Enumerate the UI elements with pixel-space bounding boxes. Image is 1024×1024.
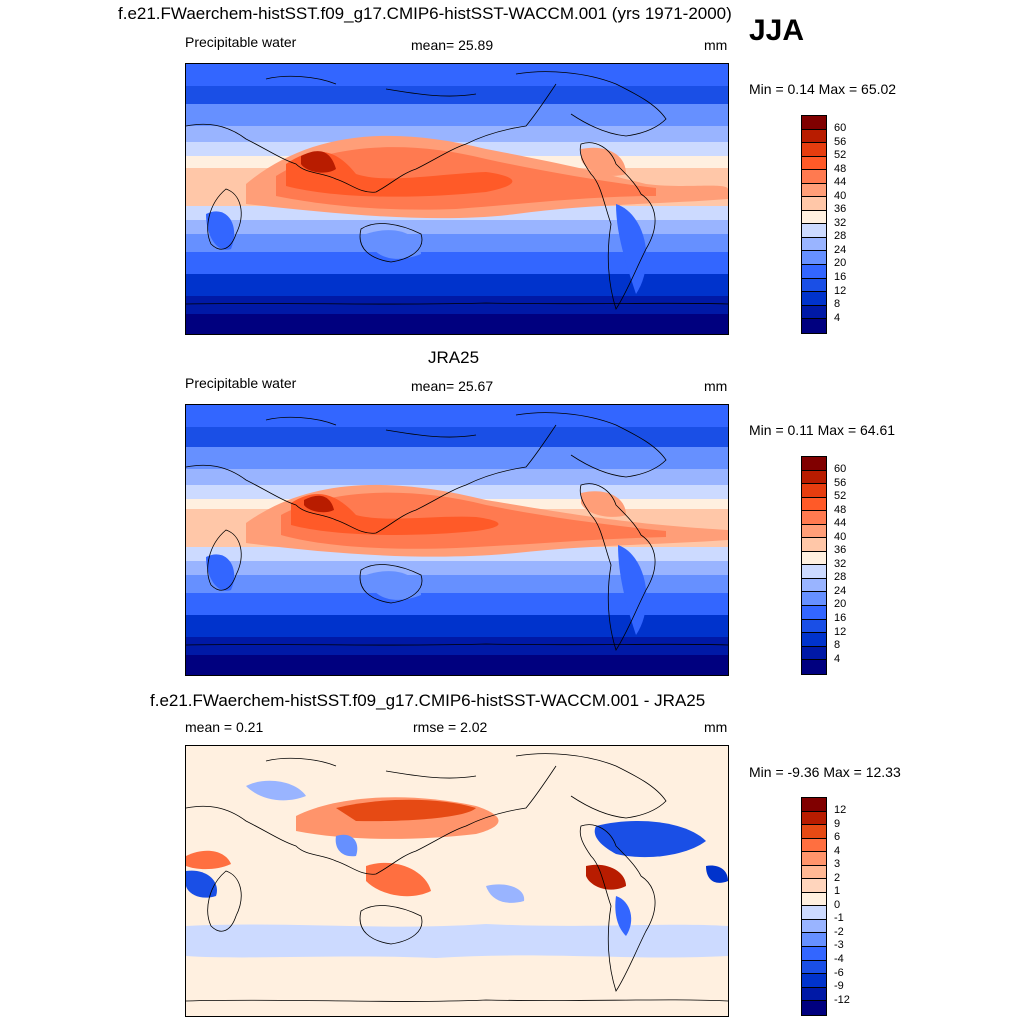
tick-label: 24 (834, 585, 847, 597)
tick-label: 52 (834, 490, 847, 502)
tick-label: 56 (834, 136, 847, 148)
tick-label: 48 (834, 504, 847, 516)
panel3-mean: mean = 0.21 (185, 719, 264, 735)
tick-label: 8 (834, 298, 841, 310)
tick-label: 20 (834, 257, 847, 269)
tick-label: 36 (834, 203, 847, 215)
panel3-rmse: rmse = 2.02 (413, 719, 488, 735)
panel2-map (185, 404, 729, 676)
tick-label: 44 (834, 176, 847, 188)
panel3-title: f.e21.FWaerchem-histSST.f09_g17.CMIP6-hi… (150, 691, 706, 710)
panel1-map (185, 63, 729, 335)
panel2-left-label: Precipitable water (185, 375, 297, 391)
tick-label: 12 (834, 285, 847, 297)
tick-label: -3 (834, 939, 844, 951)
panel1-left-label: Precipitable water (185, 34, 297, 50)
panel2-colorbar (801, 456, 827, 675)
tick-label: 3 (834, 858, 841, 870)
tick-label: 16 (834, 271, 847, 283)
tick-label: 8 (834, 639, 841, 651)
tick-label: 4 (834, 845, 841, 857)
tick-label: 1 (834, 885, 841, 897)
panel2-mean: mean= 25.67 (411, 378, 494, 394)
tick-label: 0 (834, 899, 841, 911)
tick-label: 48 (834, 163, 847, 175)
tick-label: 32 (834, 558, 847, 570)
tick-label: -12 (834, 994, 850, 1006)
tick-label: 6 (834, 831, 841, 843)
tick-label: 28 (834, 571, 847, 583)
tick-label: 52 (834, 149, 847, 161)
panel3-colorbar (801, 797, 827, 1016)
tick-label: 9 (834, 818, 841, 830)
tick-label: 36 (834, 544, 847, 556)
tick-label: 28 (834, 230, 847, 242)
tick-label: 4 (834, 653, 841, 665)
tick-label: -9 (834, 980, 844, 992)
tick-label: 60 (834, 122, 847, 134)
panel3-units: mm (704, 719, 728, 735)
tick-label: 40 (834, 531, 847, 543)
tick-label: 40 (834, 190, 847, 202)
tick-label: 4 (834, 312, 841, 324)
tick-label: -2 (834, 926, 844, 938)
panel1-colorbar (801, 115, 827, 334)
panel2-minmax: Min = 0.11 Max = 64.61 (749, 422, 896, 438)
panel2-units: mm (704, 378, 728, 394)
tick-label: 56 (834, 477, 847, 489)
panel3-minmax: Min = -9.36 Max = 12.33 (749, 764, 901, 780)
tick-label: -1 (834, 912, 844, 924)
tick-label: 16 (834, 612, 847, 624)
tick-label: 60 (834, 463, 847, 475)
tick-label: -6 (834, 967, 844, 979)
tick-label: 20 (834, 598, 847, 610)
tick-label: 12 (834, 626, 847, 638)
tick-label: 44 (834, 517, 847, 529)
tick-label: 24 (834, 244, 847, 256)
panel2-title: JRA25 (428, 348, 480, 367)
panel1-mean: mean= 25.89 (411, 37, 494, 53)
panel1-title: f.e21.FWaerchem-histSST.f09_g17.CMIP6-hi… (118, 4, 732, 23)
tick-label: 2 (834, 872, 841, 884)
season-label: JJA (749, 14, 805, 47)
tick-label: -4 (834, 953, 844, 965)
panel1-units: mm (704, 37, 728, 53)
tick-label: 32 (834, 217, 847, 229)
panel3-map (185, 745, 729, 1017)
tick-label: 12 (834, 804, 847, 816)
panel1-minmax: Min = 0.14 Max = 65.02 (749, 81, 897, 97)
